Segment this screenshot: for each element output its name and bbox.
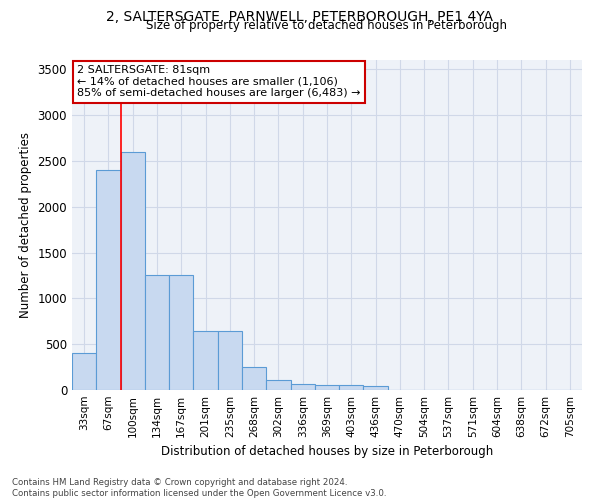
Bar xyxy=(121,152,145,390)
Bar xyxy=(145,276,169,390)
Bar xyxy=(72,354,96,390)
Bar xyxy=(193,332,218,390)
Title: Size of property relative to detached houses in Peterborough: Size of property relative to detached ho… xyxy=(146,20,508,32)
Text: Contains HM Land Registry data © Crown copyright and database right 2024.
Contai: Contains HM Land Registry data © Crown c… xyxy=(12,478,386,498)
Text: 2 SALTERSGATE: 81sqm
← 14% of detached houses are smaller (1,106)
85% of semi-de: 2 SALTERSGATE: 81sqm ← 14% of detached h… xyxy=(77,65,361,98)
Bar xyxy=(242,367,266,390)
Y-axis label: Number of detached properties: Number of detached properties xyxy=(19,132,32,318)
Bar xyxy=(169,276,193,390)
Bar xyxy=(96,170,121,390)
Bar xyxy=(339,384,364,390)
Bar xyxy=(218,332,242,390)
Bar xyxy=(315,384,339,390)
Bar xyxy=(290,384,315,390)
Bar xyxy=(266,380,290,390)
Text: 2, SALTERSGATE, PARNWELL, PETERBOROUGH, PE1 4YA: 2, SALTERSGATE, PARNWELL, PETERBOROUGH, … xyxy=(107,10,493,24)
Bar xyxy=(364,386,388,390)
X-axis label: Distribution of detached houses by size in Peterborough: Distribution of detached houses by size … xyxy=(161,446,493,458)
